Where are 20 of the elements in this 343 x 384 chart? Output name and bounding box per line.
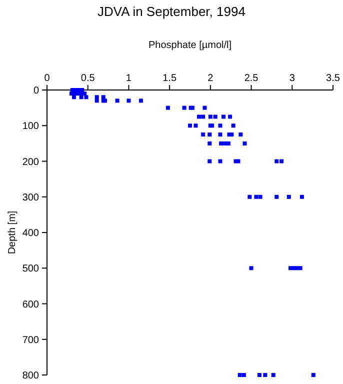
y-tick-label: 100 (22, 121, 40, 132)
chart-title: JDVA in September, 1994 (98, 4, 246, 19)
x-tick-label: 3.5 (326, 73, 340, 84)
x-tick-label: 1 (126, 73, 132, 84)
x-tick-label: 2.5 (244, 73, 259, 84)
x-axis-title: Phosphate [µmol/l] (148, 40, 232, 51)
y-tick-label: 0 (33, 86, 40, 96)
y-tick-label: 700 (22, 334, 40, 346)
y-axis-title: Depth [m] (7, 210, 18, 254)
y-tick-label: 400 (22, 228, 40, 239)
x-tick-label: 1.5 (162, 73, 177, 84)
y-tick-label: 800 (22, 370, 40, 382)
y-tick-label: 200 (22, 156, 40, 168)
y-tick-label: 500 (22, 264, 40, 275)
x-tick-label: 3 (289, 73, 296, 84)
y-tick-label: 600 (22, 299, 40, 310)
x-tick-label: 0.5 (80, 73, 96, 84)
y-tick-label: 300 (22, 192, 40, 204)
x-tick-label: 0 (44, 73, 50, 84)
x-tick-label: 2 (208, 73, 214, 84)
